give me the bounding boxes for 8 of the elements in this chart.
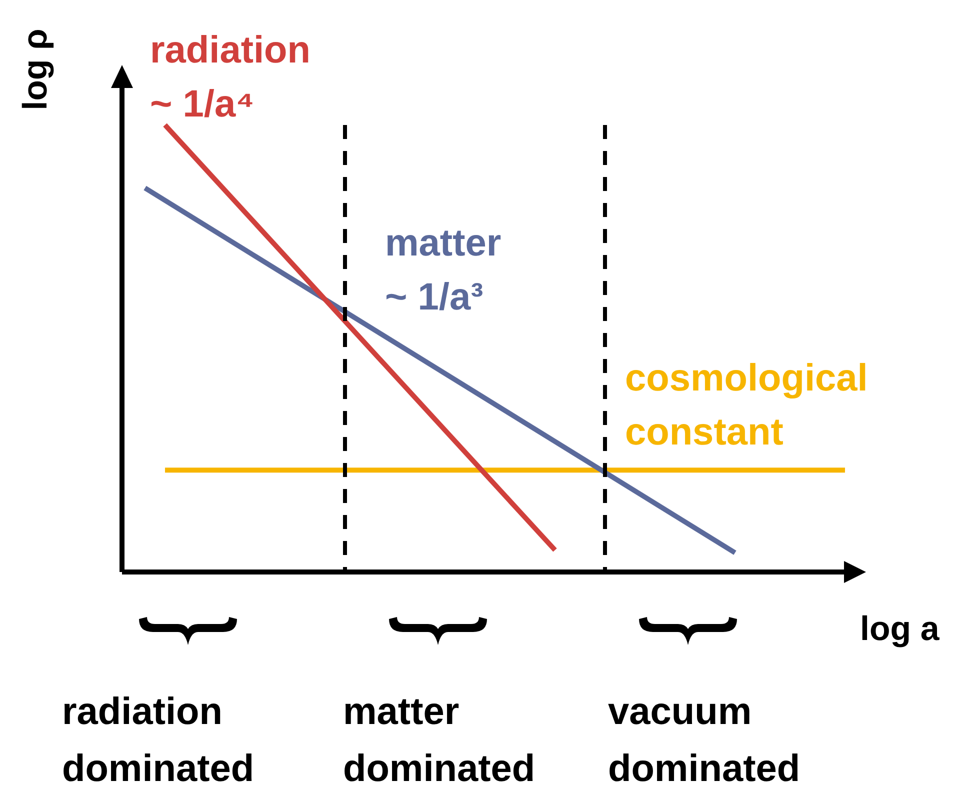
text: radiation dominated [62,690,256,790]
series-label: cosmological constant [625,357,868,454]
text: vacuum dominated [608,690,802,790]
x-axis-title: log a [860,610,940,649]
text: matter dominated [343,690,536,790]
series-label: radiation ~ 1/a⁴ [150,29,310,126]
series-label: matter ~ 1/a³ [385,222,502,318]
y-axis-title: log ρ [16,28,56,112]
